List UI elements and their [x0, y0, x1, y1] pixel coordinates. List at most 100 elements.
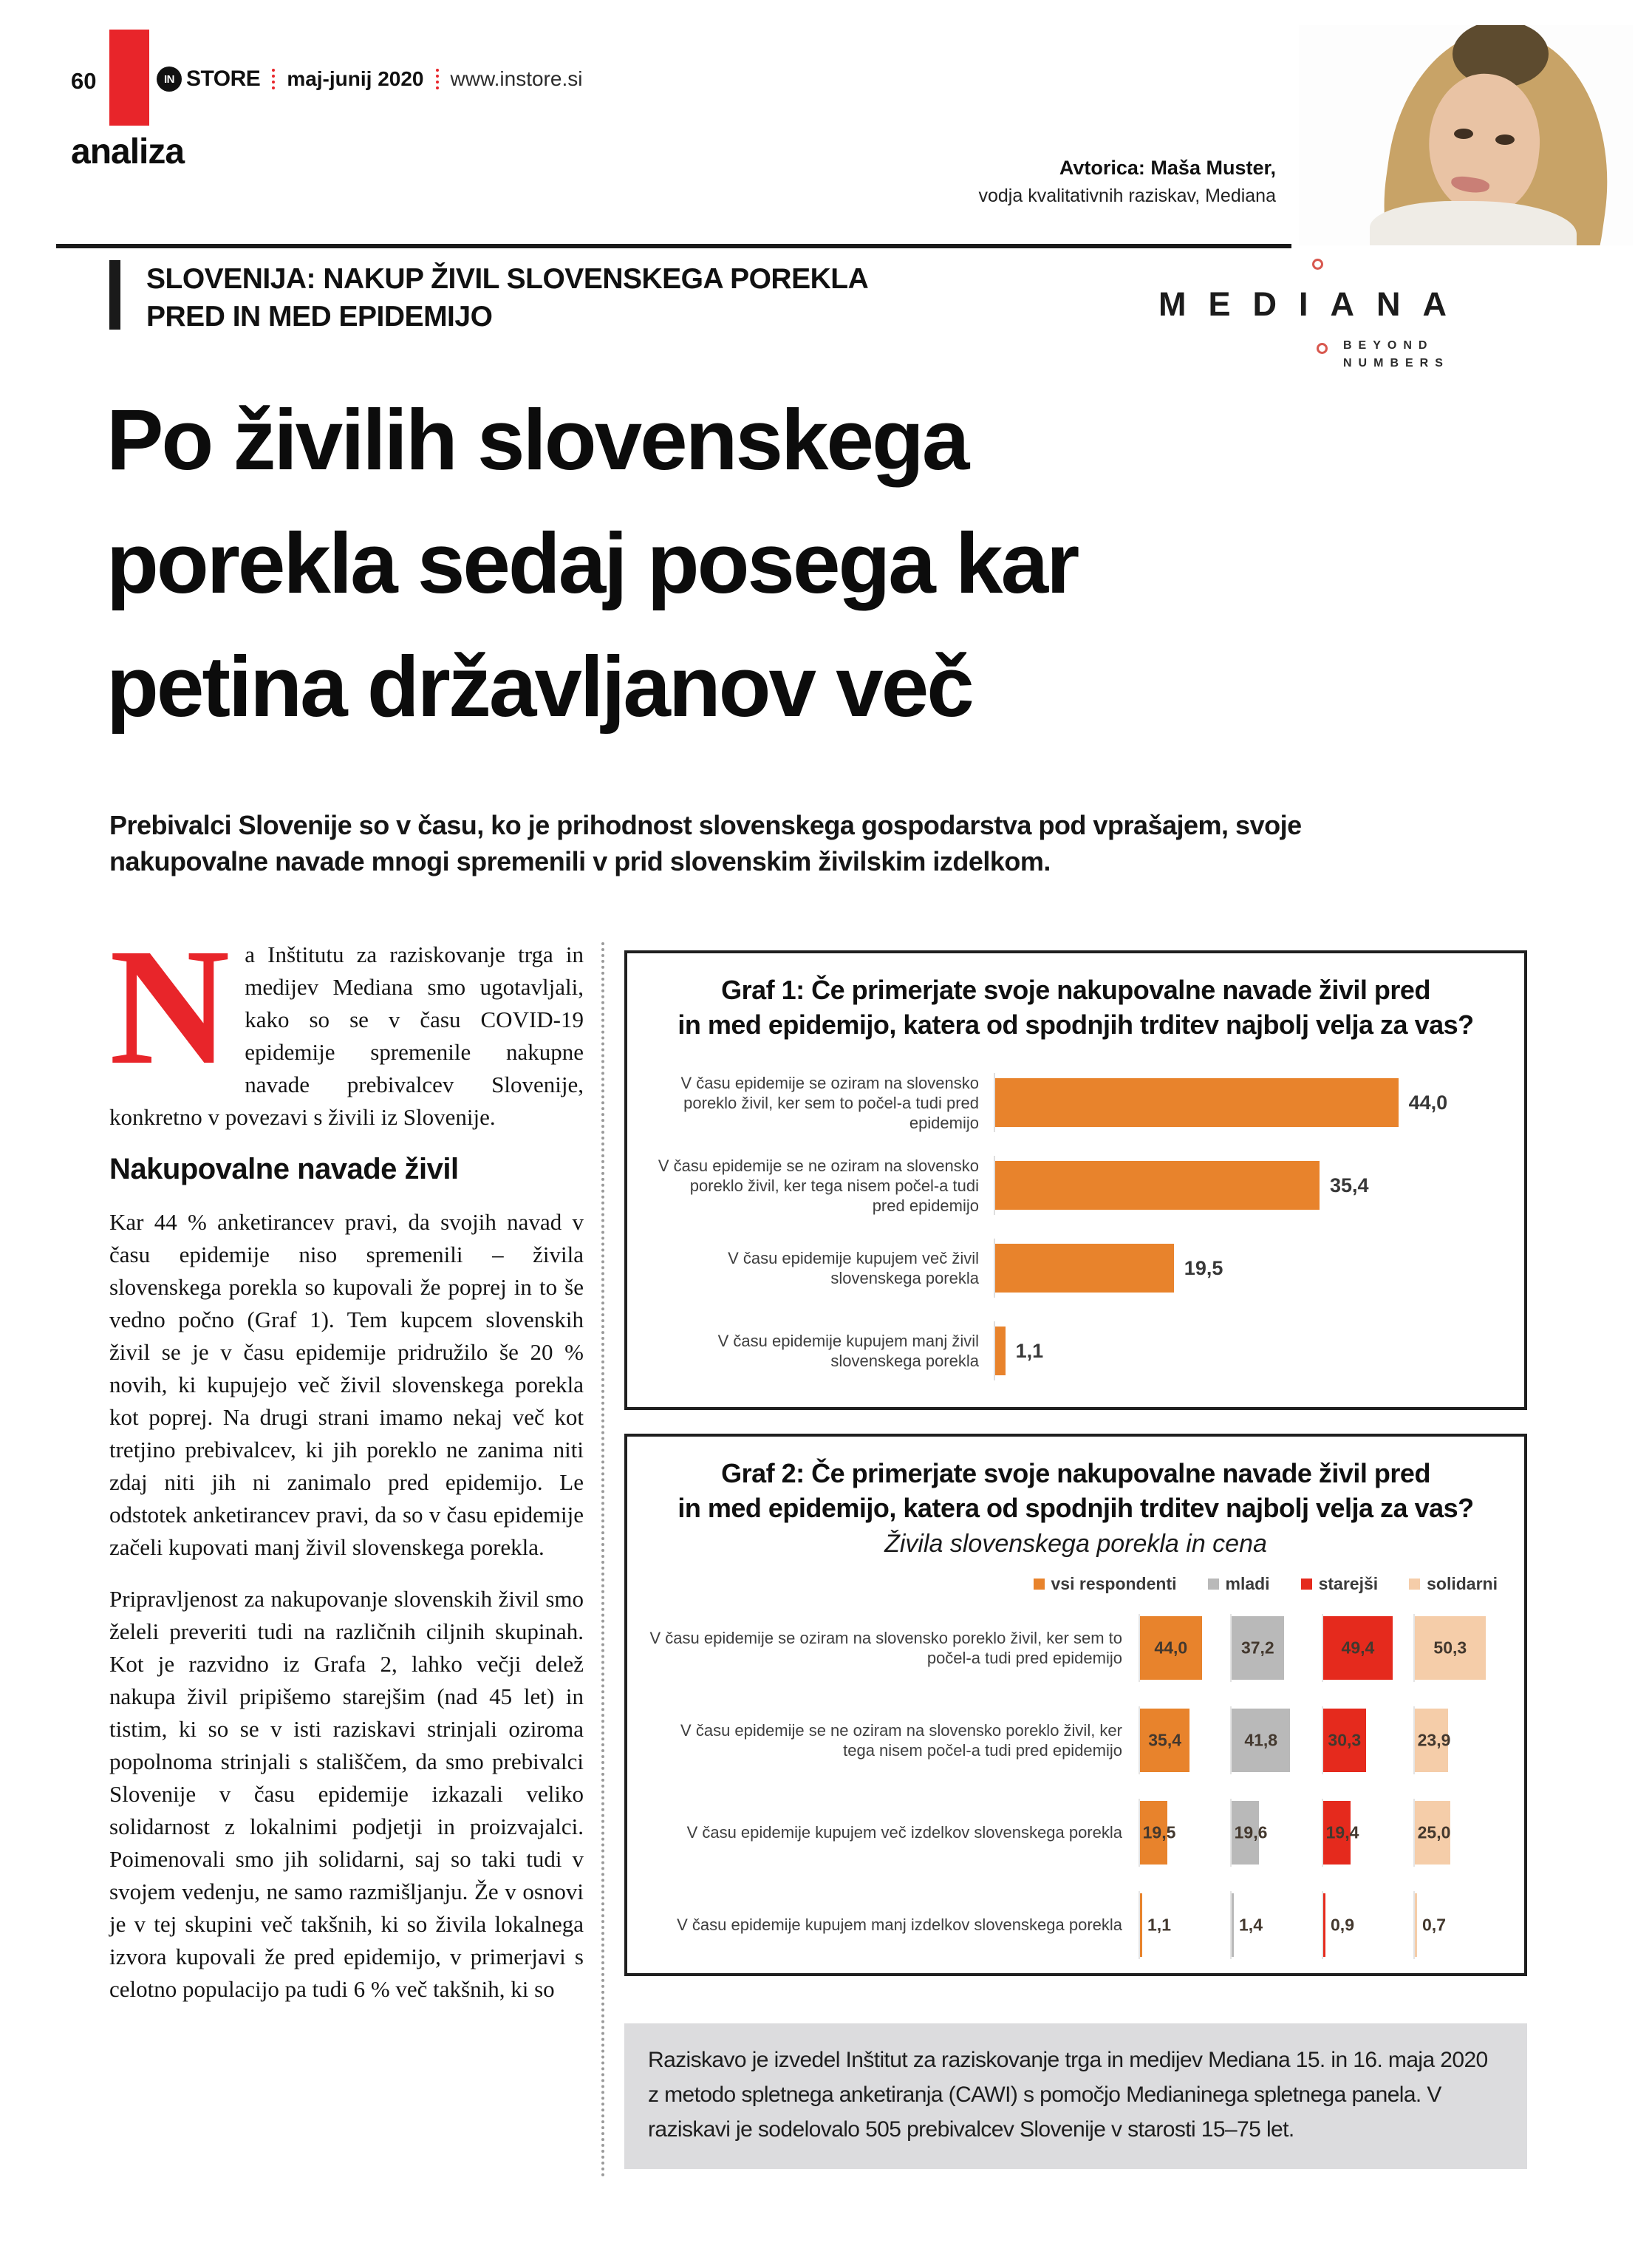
bar-slot: 19,5 — [1139, 1798, 1230, 1867]
bar-value-label: 0,9 — [1331, 1915, 1354, 1934]
graf1-chart: V času epidemije se oziram na slovensko … — [627, 1061, 1524, 1392]
bar — [1415, 1708, 1449, 1772]
bar-value-label: 35,4 — [1148, 1730, 1182, 1749]
subhead: Nakupovalne navade živil — [109, 1153, 459, 1185]
bar — [1323, 1893, 1325, 1957]
bar — [1232, 1893, 1234, 1957]
bar-label: V času epidemije se ne oziram na slovens… — [658, 1156, 979, 1215]
graf2-row: V času epidemije se ne oziram na slovens… — [649, 1694, 1505, 1786]
paragraph-1-text: a Inštitutu za raziskovanje trga in medi… — [109, 941, 584, 1130]
graf2-title-line2: in med epidemijo, katera od spodnjih trd… — [677, 1493, 1474, 1523]
graf1-row: V času epidemije se ne oziram na slovens… — [657, 1144, 1499, 1227]
mediana-registered-icon — [1312, 259, 1323, 270]
bar-value-label: 1,4 — [1239, 1915, 1263, 1934]
bar — [995, 1161, 1320, 1210]
paragraph-2: Kar 44 % anketirancev pravi, da svojih n… — [109, 1209, 584, 1560]
headline: Po živilih slovenskega porekla sedaj pos… — [106, 378, 1079, 749]
lede: Prebivalci Slovenije so v času, ko je pr… — [109, 810, 1302, 876]
bar-label: V času epidemije kupujem več živil slove… — [728, 1249, 979, 1287]
bar-zone: 1,1 — [994, 1321, 1499, 1380]
bar-value-label: 50,3 — [1433, 1638, 1467, 1657]
bar-zone: 44,0 — [994, 1073, 1499, 1132]
bar-group: 19,5 19,6 19,4 25,0 — [1139, 1798, 1505, 1867]
paragraph-3: Pripravljenost za nakupovanje slovenskih… — [109, 1586, 584, 2002]
instore-logo: IN STORE maj-junij 2020 www.instore.si — [157, 65, 582, 93]
legend-label: mladi — [1225, 1574, 1270, 1593]
bar — [1232, 1708, 1291, 1772]
bar-slot: 35,4 — [1139, 1706, 1230, 1774]
bar — [1415, 1800, 1450, 1865]
graf1-box: Graf 1: Če primerjate svoje nakupovalne … — [624, 950, 1527, 1410]
bar — [1140, 1800, 1168, 1865]
graf2-box: Graf 2: Če primerjate svoje nakupovalne … — [624, 1434, 1527, 1976]
bar-value-label: 49,4 — [1341, 1638, 1375, 1657]
bar-value-label: 35,4 — [1329, 1174, 1369, 1196]
headline-line1: Po živilih slovenskega — [106, 392, 969, 488]
bar-zone: 19,5 — [994, 1239, 1499, 1298]
graf1-row: V času epidemije kupujem manj živil slov… — [657, 1310, 1499, 1392]
bar-label: V času epidemije kupujem manj živil slov… — [717, 1332, 979, 1370]
bar-value-label: 30,3 — [1328, 1730, 1362, 1749]
bar-value-label: 37,2 — [1240, 1638, 1274, 1657]
graf1-row: V času epidemije kupujem več živil slove… — [657, 1227, 1499, 1310]
graf2-subtitle: Živila slovenskega porekla in cena — [884, 1530, 1267, 1558]
mediana-registered-icon — [1317, 343, 1328, 354]
bar — [1415, 1893, 1417, 1957]
column-divider — [601, 942, 604, 2178]
bar-label: V času epidemije se oziram na slovensko … — [649, 1628, 1123, 1667]
bar-slot: 37,2 — [1230, 1613, 1322, 1682]
bar-group: 35,4 41,8 30,3 23,9 — [1139, 1706, 1505, 1774]
author-role: vodja kvalitativnih raziskav, Mediana — [978, 185, 1276, 206]
mediana-tagline-line2: NUMBERS — [1343, 357, 1450, 370]
bar-value-label: 23,9 — [1417, 1730, 1451, 1749]
bar-label: V času epidemije kupujem manj izdelkov s… — [677, 1915, 1122, 1934]
bar-slot: 44,0 — [1139, 1613, 1230, 1682]
bar-slot: 0,7 — [1413, 1890, 1505, 1959]
bar-value-label: 1,1 — [1015, 1339, 1044, 1362]
graf2-chart: V času epidemije se oziram na slovensko … — [627, 1601, 1524, 1971]
in-circle-icon: IN — [157, 67, 182, 92]
graf2-title: Graf 2: Če primerjate svoje nakupovalne … — [627, 1456, 1524, 1525]
dotted-separator-icon — [435, 69, 439, 89]
bar-slot: 19,6 — [1230, 1798, 1322, 1867]
legend-item: vsi respondenti — [1033, 1574, 1177, 1594]
bar-value-label: 25,0 — [1417, 1822, 1451, 1842]
bar-value-label: 41,8 — [1244, 1730, 1278, 1749]
kicker: SLOVENIJA: NAKUP ŽIVIL SLOVENSKEGA POREK… — [146, 260, 869, 336]
bar-label: V času epidemije kupujem več izdelkov sl… — [686, 1823, 1122, 1842]
graf1-title-line2: in med epidemijo, katera od spodnjih trd… — [677, 1009, 1474, 1040]
kicker-bar — [109, 260, 120, 330]
legend-item: starejši — [1300, 1574, 1378, 1594]
legend-swatch-icon — [1207, 1579, 1219, 1590]
graf2-row: V času epidemije kupujem več izdelkov sl… — [649, 1786, 1505, 1879]
author-block: Avtorica: Maša Muster, vodja kvalitativn… — [759, 157, 1276, 207]
bar-slot: 50,3 — [1413, 1613, 1505, 1682]
bar-value-label: 0,7 — [1422, 1915, 1446, 1934]
bar — [1415, 1615, 1486, 1680]
bar-slot: 1,4 — [1230, 1890, 1322, 1959]
issue-date: maj-junij 2020 — [287, 67, 424, 90]
bar-group: 44,0 37,2 49,4 50,3 — [1139, 1613, 1505, 1682]
headline-line3: petina državljanov več — [106, 638, 974, 735]
bar — [995, 1327, 1006, 1375]
bar-slot: 49,4 — [1322, 1613, 1413, 1682]
bar-group: 1,1 1,4 0,9 0,7 — [1139, 1890, 1505, 1959]
bar-value-label: 19,5 — [1184, 1256, 1223, 1279]
bar — [995, 1244, 1174, 1293]
legend-swatch-icon — [1300, 1579, 1312, 1590]
author-name: Avtorica: Maša Muster, — [1059, 157, 1276, 179]
headline-line2: porekla sedaj posega kar — [106, 515, 1079, 611]
graf2-row: V času epidemije se oziram na slovensko … — [649, 1601, 1505, 1694]
bar-value-label: 1,1 — [1147, 1915, 1171, 1934]
website-url: www.instore.si — [450, 67, 583, 90]
bar-zone: 35,4 — [994, 1156, 1499, 1215]
graf1-title: Graf 1: Če primerjate svoje nakupovalne … — [627, 973, 1524, 1042]
bar-slot: 25,0 — [1413, 1798, 1505, 1867]
mediana-tagline-line1: BEYOND — [1343, 339, 1434, 352]
drop-cap: N — [109, 914, 231, 1099]
bar — [1140, 1708, 1190, 1772]
graf2-row: V času epidemije kupujem manj izdelkov s… — [649, 1879, 1505, 1971]
graf1-row: V času epidemije se oziram na slovensko … — [657, 1061, 1499, 1144]
bar-label: V času epidemije se oziram na slovensko … — [680, 1073, 979, 1132]
